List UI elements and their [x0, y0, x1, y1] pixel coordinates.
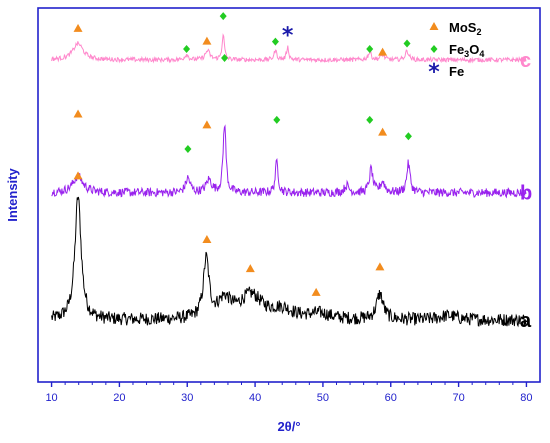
series-b-triangle-marker [73, 109, 83, 118]
series-a-triangle-marker [202, 235, 212, 244]
series-a-line [51, 196, 527, 328]
x-tick-label: 30 [181, 392, 193, 404]
series-b-line [51, 124, 527, 199]
x-tick-label: 10 [45, 392, 57, 404]
series-c-diamond-marker [183, 44, 191, 53]
legend: MoS2 Fe3O4 * Fe [428, 20, 484, 85]
series-b-diamond-marker [366, 115, 374, 124]
series-c-diamond-marker [403, 39, 411, 48]
series-b-diamond-marker [404, 132, 412, 141]
series-c-triangle-marker [202, 36, 212, 45]
legend-triangle-marker [429, 22, 439, 30]
x-tick-label: 50 [317, 392, 329, 404]
series-c-diamond-marker [219, 12, 227, 21]
series-c-star-marker: * [282, 23, 294, 48]
series-c-triangle-marker [378, 47, 388, 56]
y-axis-title: Intensity [5, 168, 20, 222]
series-b-triangle-marker [378, 127, 388, 136]
x-axis-title: 2θ/° [277, 419, 300, 434]
x-tick-label: 20 [113, 392, 125, 404]
x-axis-ticks: 10 20 30 40 50 60 70 80 [45, 382, 533, 404]
series-a-label: a [520, 310, 532, 332]
plot-border [37, 7, 541, 383]
peak-markers: * [73, 12, 412, 296]
curve-labels: a b c [520, 50, 532, 332]
series-a-triangle-marker [311, 287, 321, 296]
series-c-triangle-marker [73, 23, 83, 32]
series-c-label: c [520, 50, 531, 72]
series-a-triangle-marker [73, 171, 83, 180]
x-tick-label: 70 [452, 392, 464, 404]
series-a-triangle-marker [245, 264, 255, 273]
legend-label: MoS2 [449, 20, 481, 37]
x-tick-label: 80 [520, 392, 532, 404]
curves [51, 33, 527, 328]
series-c-diamond-marker [271, 37, 279, 46]
series-b-diamond-marker [184, 145, 192, 154]
series-b-label: b [520, 183, 532, 205]
series-c-line [51, 33, 527, 64]
series-a-triangle-marker [375, 262, 385, 271]
legend-diamond-marker [430, 45, 438, 53]
series-c-diamond-marker [366, 44, 374, 53]
legend-star-marker: * [428, 60, 440, 85]
series-b-diamond-marker [221, 54, 229, 63]
legend-label: Fe [449, 64, 464, 79]
series-b-diamond-marker [273, 115, 281, 124]
plot-frame [37, 7, 541, 383]
series-b-triangle-marker [202, 120, 212, 129]
x-tick-label: 40 [249, 392, 261, 404]
x-tick-label: 60 [385, 392, 397, 404]
legend-label: Fe3O4 [449, 42, 484, 59]
